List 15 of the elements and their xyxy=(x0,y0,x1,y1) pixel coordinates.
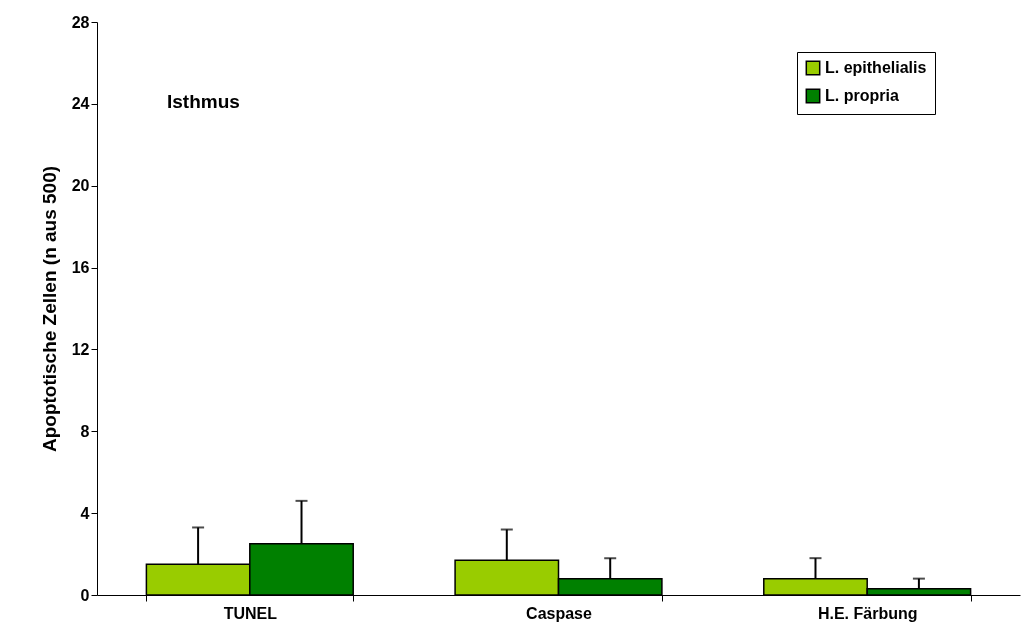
x-tick-label: TUNEL xyxy=(223,604,278,622)
x-tick-label: H.E. Färbung xyxy=(817,604,918,622)
x-tick-label: Caspase xyxy=(526,604,593,622)
legend-label: L. epithelialis xyxy=(825,59,927,76)
y-tick-label: 28 xyxy=(71,13,90,31)
legend-label: L. propria xyxy=(825,87,899,104)
y-tick-label: 4 xyxy=(80,504,90,522)
y-tick-label: 24 xyxy=(71,95,90,113)
y-axis-title: Apoptotische Zellen (n aus 500) xyxy=(38,165,60,453)
annotation: Isthmus xyxy=(167,91,240,112)
y-tick-label: 20 xyxy=(71,177,90,195)
y-tick-label: 12 xyxy=(71,340,90,358)
y-tick-label: 8 xyxy=(80,422,90,440)
y-tick-label: 16 xyxy=(71,259,90,277)
y-tick-label: 0 xyxy=(80,586,90,604)
